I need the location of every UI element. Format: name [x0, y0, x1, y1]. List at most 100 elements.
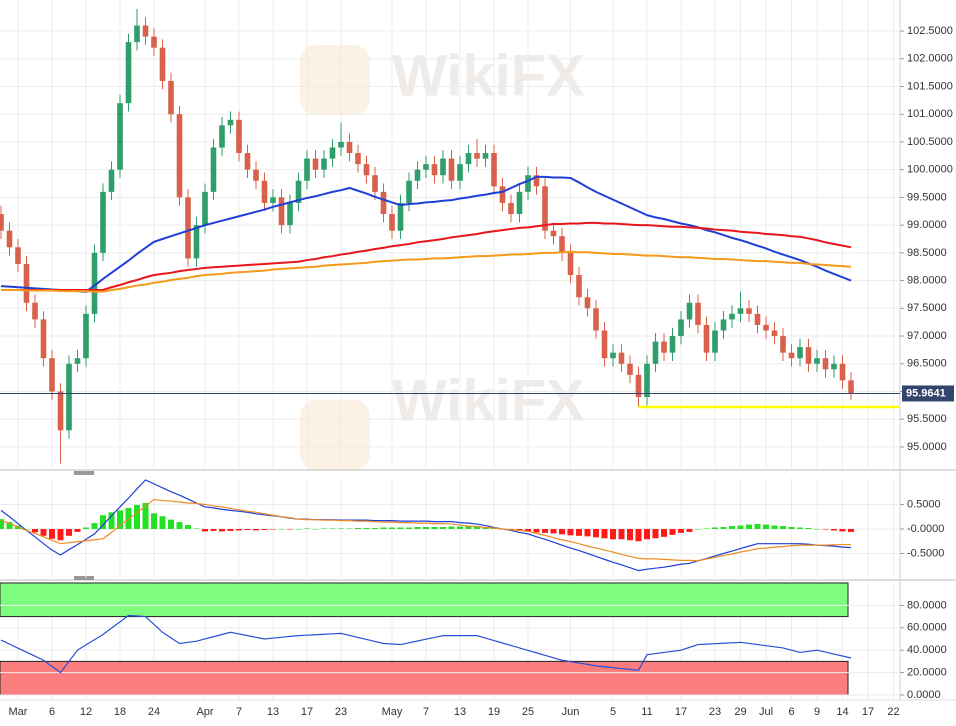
- histogram-bar: [627, 528, 633, 541]
- candle-body: [0, 214, 4, 231]
- candle-body: [134, 25, 140, 43]
- histogram-bar: [525, 528, 531, 532]
- x-tick-label: Mar: [9, 706, 28, 718]
- y-tick-label: 99.5000: [907, 191, 947, 203]
- candle-body: [440, 158, 446, 176]
- x-tick-label: 22: [887, 706, 899, 718]
- candle-body: [244, 153, 251, 170]
- histogram-bar: [737, 525, 744, 529]
- price-label-box: [902, 385, 954, 402]
- histogram-bar: [618, 528, 625, 540]
- x-tick-label: 7: [236, 706, 242, 718]
- candle-body: [737, 308, 744, 314]
- y-tick-label: 100.0000: [907, 164, 953, 176]
- candle-body: [822, 358, 829, 370]
- histogram-bar: [321, 528, 327, 529]
- histogram-bar: [236, 528, 242, 531]
- candle-body: [397, 202, 404, 231]
- y-tick-label: 95.0000: [907, 441, 947, 453]
- histogram-bar: [423, 527, 429, 529]
- candle-body: [593, 308, 599, 331]
- histogram-bar: [304, 528, 310, 529]
- candle-body: [23, 263, 30, 303]
- histogram-bar: [57, 528, 64, 541]
- candle-body: [142, 25, 149, 37]
- candle-body: [185, 197, 191, 259]
- candle-body: [253, 169, 259, 181]
- histogram-bar: [363, 528, 370, 529]
- histogram-bar: [278, 528, 285, 530]
- y-tick-label: 80.0000: [907, 599, 947, 611]
- candle-body: [550, 230, 557, 237]
- histogram-bar: [610, 528, 616, 540]
- candle-body: [74, 358, 81, 364]
- histogram-bar: [0, 519, 4, 529]
- candle-body: [627, 363, 633, 375]
- candle-body: [780, 336, 786, 353]
- histogram-bar: [74, 528, 81, 532]
- candle-body: [389, 214, 395, 231]
- histogram-bar: [380, 527, 387, 529]
- histogram-bar: [329, 528, 336, 529]
- y-tick-label: 101.5000: [907, 80, 953, 92]
- histogram-bar: [703, 528, 710, 529]
- histogram-bar: [508, 528, 514, 530]
- line: [0, 175, 852, 293]
- histogram-bar: [91, 523, 98, 529]
- candle-body: [763, 324, 769, 331]
- histogram-bar: [23, 528, 30, 530]
- logo: [300, 400, 370, 470]
- resize-handle[interactable]: [74, 471, 94, 475]
- histogram-bar: [729, 526, 735, 529]
- candle-body: [295, 180, 302, 203]
- histogram-bar: [593, 528, 599, 538]
- y-tick-label: 102.0000: [907, 53, 953, 65]
- candle-body: [661, 341, 667, 353]
- histogram-bar: [669, 528, 676, 535]
- histogram-bar: [83, 527, 89, 529]
- candle-body: [525, 175, 531, 192]
- histogram-bar: [338, 528, 344, 529]
- histogram-bar: [185, 525, 191, 529]
- histogram-bar: [788, 527, 795, 529]
- histogram-bar: [244, 528, 251, 530]
- histogram-bar: [797, 527, 803, 529]
- line: [0, 479, 852, 572]
- histogram-bar: [805, 528, 812, 529]
- histogram-bar: [270, 528, 276, 530]
- candle-body: [278, 197, 285, 226]
- x-tick-label: Apr: [196, 706, 213, 718]
- histogram-bar: [712, 527, 718, 529]
- candle-body: [669, 336, 676, 353]
- candle-body: [227, 119, 234, 126]
- candle-body: [338, 141, 344, 148]
- histogram-bar: [159, 516, 166, 529]
- candle-body: [355, 153, 361, 165]
- candle-body: [363, 164, 370, 176]
- candle-body: [652, 341, 659, 364]
- candle-body: [406, 180, 412, 203]
- candle-body: [414, 169, 421, 181]
- histogram-bar: [406, 527, 412, 529]
- candle-body: [576, 275, 582, 298]
- candle-body: [168, 80, 174, 115]
- candle-body: [261, 180, 268, 203]
- y-tick-label: 60.0000: [907, 622, 947, 634]
- x-tick-label: 12: [80, 706, 92, 718]
- candle-body: [202, 191, 208, 226]
- resize-handle[interactable]: [74, 576, 94, 580]
- candle-body: [15, 247, 21, 264]
- candle-body: [151, 36, 157, 48]
- x-tick-label: 13: [454, 706, 466, 718]
- candle-body: [559, 236, 565, 253]
- candle-body: [499, 186, 506, 203]
- histogram-bar: [219, 528, 225, 532]
- histogram-bar: [695, 528, 701, 530]
- candle-body: [618, 352, 625, 364]
- histogram-bar: [491, 528, 497, 529]
- histogram-bar: [576, 528, 582, 536]
- candle-body: [644, 363, 650, 398]
- candle-body: [788, 352, 795, 359]
- candle-body: [210, 147, 217, 192]
